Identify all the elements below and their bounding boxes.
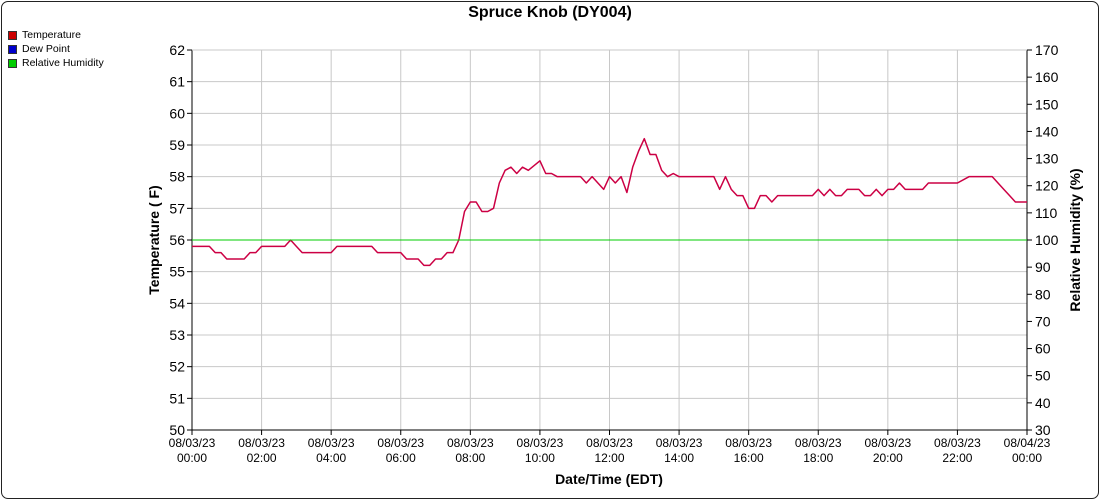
x-tick-date-6: 08/03/23: [586, 436, 633, 450]
x-tick-time-10: 20:00: [873, 451, 903, 465]
y-tick-label-4: 54: [169, 295, 185, 311]
legend-item-relative-humidity: Relative Humidity: [8, 56, 104, 70]
y2-tick-label-9: 120: [1035, 178, 1059, 194]
legend-swatch-relative-humidity: [8, 58, 17, 68]
x-tick-time-5: 10:00: [525, 451, 555, 465]
y-tick-label-11: 61: [169, 74, 185, 90]
y-tick-label-12: 62: [169, 42, 185, 58]
y2-tick-label-6: 90: [1035, 259, 1051, 275]
x-tick-date-2: 08/03/23: [308, 436, 355, 450]
y-axis-label: Temperature ( F): [146, 185, 162, 294]
y2-tick-label-1: 40: [1035, 395, 1051, 411]
y2-tick-label-10: 130: [1035, 151, 1059, 167]
x-tick-time-0: 00:00: [177, 451, 207, 465]
y-tick-label-2: 52: [169, 359, 185, 375]
legend-swatch-dew-point: [8, 44, 17, 54]
x-tick-date-3: 08/03/23: [377, 436, 424, 450]
y-tick-label-5: 55: [169, 264, 185, 280]
series-layer: [192, 137, 1027, 267]
x-tick-time-6: 12:00: [594, 451, 624, 465]
y2-tick-label-12: 150: [1035, 96, 1059, 112]
y2-tick-label-4: 70: [1035, 313, 1051, 329]
legend-label-dew-point: Dew Point: [22, 43, 70, 55]
x-tick-time-8: 16:00: [734, 451, 764, 465]
y-tick-label-7: 57: [169, 200, 185, 216]
y-tick-label-3: 53: [169, 327, 185, 343]
chart-title: Spruce Knob (DY004): [468, 4, 632, 21]
x-axis-label: Date/Time (EDT): [555, 471, 663, 487]
x-tick-date-9: 08/03/23: [795, 436, 842, 450]
y-tick-label-6: 56: [169, 232, 185, 248]
y2-tick-label-2: 50: [1035, 368, 1051, 384]
x-tick-date-5: 08/03/23: [517, 436, 564, 450]
legend-item-dew-point: Dew Point: [8, 42, 104, 56]
series-line-temperature: [192, 137, 1027, 267]
y-tick-label-10: 60: [169, 105, 185, 121]
x-tick-date-4: 08/03/23: [447, 436, 494, 450]
x-tick-date-10: 08/03/23: [864, 436, 911, 450]
legend: Temperature Dew Point Relative Humidity: [8, 28, 104, 70]
x-tick-time-7: 14:00: [664, 451, 694, 465]
y2-axis-label: Relative Humidity (%): [1067, 168, 1083, 311]
y-tick-label-9: 59: [169, 137, 185, 153]
x-tick-time-1: 02:00: [247, 451, 277, 465]
x-tick-date-0: 08/03/23: [169, 436, 216, 450]
x-tick-time-3: 06:00: [386, 451, 416, 465]
x-tick-time-2: 04:00: [316, 451, 346, 465]
x-tick-time-11: 22:00: [942, 451, 972, 465]
y2-tick-label-14: 170: [1035, 42, 1059, 58]
axes: 50 51 52 53 54 55 56 57 58 59 60 61 62 30 40 50 60 70 80 90…: [169, 42, 1059, 465]
y-tick-label-1: 51: [169, 390, 185, 406]
legend-item-temperature: Temperature: [8, 28, 104, 42]
y2-tick-label-8: 110: [1035, 205, 1058, 221]
y2-tick-label-3: 60: [1035, 341, 1051, 357]
x-tick-date-12: 08/04/23: [1004, 436, 1051, 450]
y-tick-label-8: 58: [169, 169, 185, 185]
y2-tick-label-7: 100: [1035, 232, 1059, 248]
y2-tick-label-11: 140: [1035, 123, 1059, 139]
y2-tick-label-13: 160: [1035, 69, 1059, 85]
x-tick-date-1: 08/03/23: [238, 436, 285, 450]
y2-tick-label-0: 30: [1035, 422, 1051, 438]
x-tick-date-7: 08/03/23: [656, 436, 703, 450]
legend-label-relative-humidity: Relative Humidity: [22, 57, 104, 69]
legend-swatch-temperature: [8, 30, 17, 40]
y-tick-label-0: 50: [169, 422, 185, 438]
x-tick-date-11: 08/03/23: [934, 436, 981, 450]
x-tick-date-8: 08/03/23: [725, 436, 772, 450]
x-tick-time-9: 18:00: [803, 451, 833, 465]
x-tick-time-4: 08:00: [455, 451, 485, 465]
legend-label-temperature: Temperature: [22, 29, 81, 41]
y2-tick-label-5: 80: [1035, 286, 1051, 302]
x-tick-time-12: 00:00: [1012, 451, 1042, 465]
